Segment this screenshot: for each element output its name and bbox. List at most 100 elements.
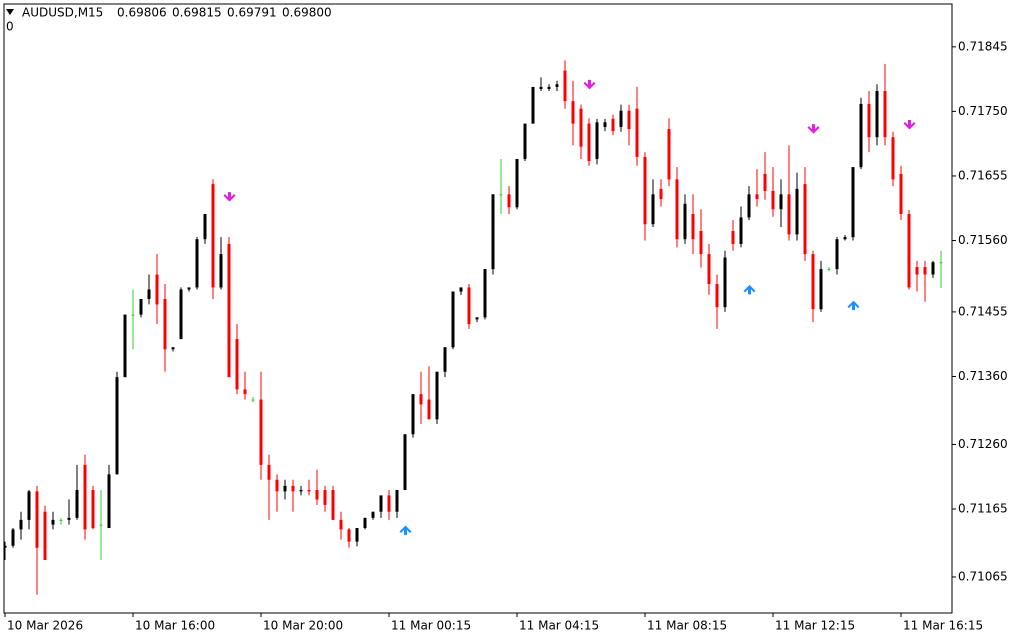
candle-body [67,517,71,520]
candle-body [739,217,743,244]
candle-body [899,173,903,215]
candle-body [915,267,919,275]
candle-body [435,371,439,420]
menu-triangle[interactable] [6,9,14,15]
plot-frame [3,3,953,614]
candle-body [339,519,343,530]
candle-body [419,394,423,405]
candle-body [219,254,223,288]
candle-body [355,528,359,542]
candle-body [707,254,711,285]
candle-body [715,284,719,308]
candle-body [451,291,455,348]
sell-arrow [583,79,596,90]
candle-body [699,231,703,255]
candle-body [291,485,295,492]
candle-body [667,129,671,180]
candle-body [843,237,847,240]
candle-body [531,86,535,124]
candle-body [347,529,351,542]
y-tick-label: 0.71845 [958,39,1008,53]
y-tick-label: 0.71165 [958,502,1008,516]
x-tick-label: 10 Mar 16:00 [135,619,215,633]
candle-body [163,298,167,350]
candle-body [211,184,215,288]
sell-arrow [223,192,236,202]
candle-body [691,214,695,240]
candle-body [827,269,831,271]
candle-body [267,464,271,480]
candle-body [771,190,775,210]
candle-body [307,489,311,492]
candle-body [459,287,463,292]
candle-body [883,91,887,138]
buy-arrow [743,284,756,295]
quote-high: 0.69815 [172,6,222,20]
x-tick-label: 11 Mar 16:15 [903,619,983,633]
candle-body [803,184,807,255]
candle-body [27,491,31,520]
candle-body [619,110,623,128]
sell-arrow [903,120,916,130]
candle-body [235,339,239,390]
y-tick-label: 0.71260 [958,437,1008,451]
candle-body [571,101,575,124]
candle-body [507,194,511,208]
candle-body [371,511,375,518]
candle-body [939,262,943,264]
candle-body [787,194,791,235]
candle-body [379,495,383,512]
candle-body [131,314,135,316]
candle-body [907,214,911,288]
candle-body [579,108,583,147]
y-tick-label: 0.71065 [958,569,1008,583]
candle-body [403,434,407,490]
candle-body [227,243,231,378]
candle-body [331,489,335,520]
candle-body [755,194,759,200]
candle-body [251,399,255,401]
candle-body [363,517,367,529]
candle-body [187,287,191,290]
candle-body [731,231,735,244]
candle-body [923,267,927,275]
x-tick-label: 11 Mar 04:15 [519,619,599,633]
candle-body [875,91,879,138]
candle-body [819,269,823,310]
candle-body [563,70,567,102]
candle-body [299,489,303,492]
candle-body [395,489,399,512]
sell-arrow [807,124,820,134]
candle-body [203,214,207,240]
candle-body [523,123,527,159]
candle-body [763,173,767,191]
quote-open: 0.69806 [117,6,167,20]
y-tick-label: 0.71560 [958,233,1008,247]
candle-body [723,257,727,308]
candle-body [547,86,551,89]
candle-body [59,519,63,521]
candle-body [51,519,55,525]
x-tick-label: 11 Mar 00:15 [391,619,471,633]
candle-body [491,194,495,270]
candle-body [851,167,855,238]
candle-body [283,485,287,492]
x-tick-label: 11 Mar 08:15 [647,619,727,633]
candle-body [115,377,119,475]
candle-body [603,122,607,128]
quote-low: 0.69791 [227,6,277,20]
candle-body [275,479,279,492]
candle-body [675,179,679,240]
candle-body [123,314,127,378]
candle-body [443,347,447,372]
candle-body [171,347,175,350]
candle-body [155,274,159,305]
candle-body [891,137,895,180]
indicator-value: 0 [6,20,14,34]
y-tick-label: 0.71750 [958,104,1008,118]
candle-body [779,194,783,210]
candle-body [179,289,183,340]
buy-arrow [399,525,412,536]
candle-body [475,317,479,320]
